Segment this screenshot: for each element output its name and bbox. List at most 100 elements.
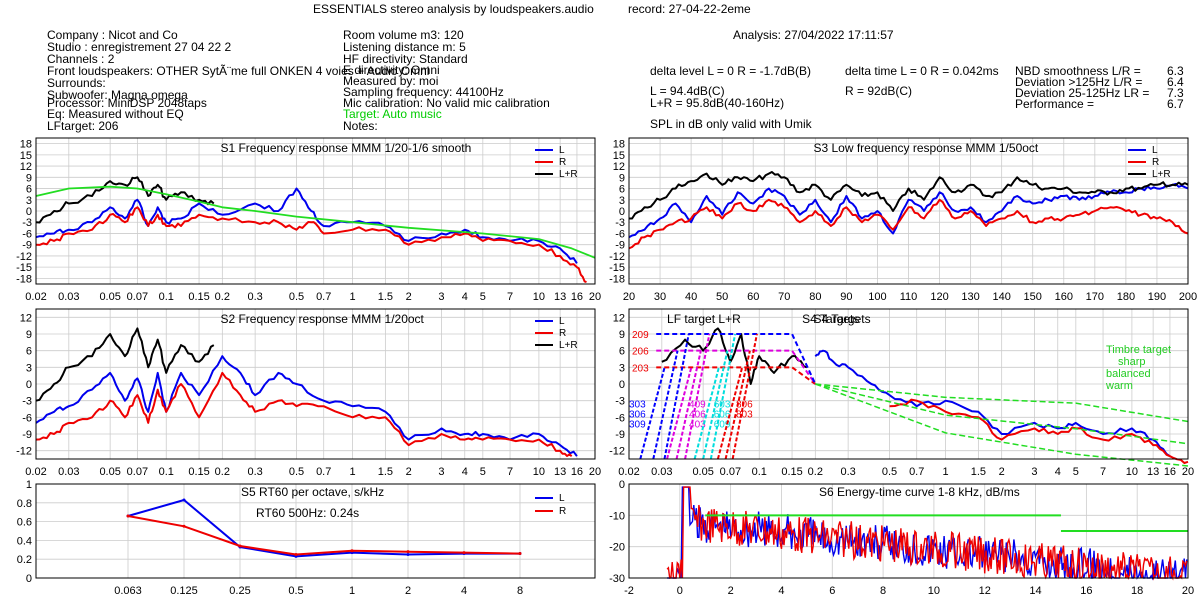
y-tick-label: 18 [20, 139, 32, 151]
x-tick-label: 2 [406, 291, 412, 303]
legend-label: L [559, 493, 565, 504]
lf-target-line [656, 349, 817, 385]
legend-label: L+R [559, 169, 578, 180]
data-point [406, 553, 410, 556]
x-tick-label: 6 [829, 585, 835, 597]
timbre-target-line [815, 383, 1189, 445]
record-label: record: 27-04-22-2eme [628, 2, 751, 16]
timbre-sharp-label: sharp [1118, 356, 1146, 368]
r-level: R = 92dB(C) [845, 84, 913, 98]
x-tick-label: 10 [533, 466, 545, 478]
y-tick-label: 6 [26, 184, 32, 196]
y-tick-label: 0.4 [17, 535, 32, 547]
spl-note: SPL in dB only valid with Umik [650, 117, 812, 131]
metric-performance-label: Performance = [1015, 97, 1095, 111]
target-code-label: 303 [629, 399, 646, 410]
x-tick-label: 50 [716, 291, 728, 303]
y-tick-label: -18 [16, 273, 32, 285]
x-tick-label: 5 [480, 466, 486, 478]
x-tick-label: 40 [685, 291, 697, 303]
x-tick-label: 1.5 [378, 466, 393, 478]
x-tick-label: 0.5 [882, 466, 897, 478]
x-tick-label: 1 [350, 466, 356, 478]
data-point [182, 524, 186, 528]
info-eq: Eq: Measured without EQ [47, 107, 184, 121]
y-tick-label: -10 [609, 510, 625, 522]
lf-target-slope [702, 350, 729, 460]
lf-target-slope [666, 367, 693, 460]
x-tick-label: 4 [778, 585, 784, 597]
target-code-label: 609 [714, 419, 731, 430]
y-tick-label: 15 [613, 150, 625, 162]
series-l-line [127, 498, 520, 558]
x-tick-label: 0.063 [114, 585, 142, 597]
y-tick-label: -3 [615, 217, 625, 229]
target-code-label: 806 [736, 399, 753, 410]
y-tick-label: 12 [613, 312, 625, 324]
y-tick-label: -15 [16, 262, 32, 274]
x-tick-label: 10 [533, 291, 545, 303]
x-tick-label: 160 [1055, 291, 1073, 303]
x-tick-label: 0.05 [692, 466, 713, 478]
y-tick-label: 0.8 [17, 498, 32, 510]
x-tick-label: 13 [554, 466, 566, 478]
x-tick-label: 0.02 [25, 291, 46, 303]
x-tick-label: 0.03 [58, 291, 79, 303]
series-lplusr-line [629, 171, 1189, 220]
x-tick-label: 16 [571, 466, 583, 478]
data-point [350, 549, 354, 553]
info-studio: Studio : enregistrement 27 04 22 2 [47, 40, 232, 54]
x-tick-label: 2 [728, 585, 734, 597]
s6-frame [628, 483, 1189, 579]
x-tick-label: 0.15 [188, 291, 209, 303]
y-tick-label: -30 [609, 573, 625, 585]
x-tick-label: 0.1 [159, 291, 174, 303]
y-tick-label: -9 [22, 429, 32, 441]
x-tick-label: 7 [507, 291, 513, 303]
target-code-label: 803 [736, 409, 753, 420]
y-tick-label: -3 [22, 396, 32, 408]
analysis-date: Analysis: 27/04/2022 17:11:57 [733, 28, 894, 42]
y-tick-label: 0 [26, 206, 32, 218]
x-tick-label: 0.15 [781, 466, 802, 478]
legend-label: R [1152, 157, 1159, 168]
legend-label: R [559, 157, 566, 168]
rt60-annotation: RT60 500Hz: 0.24s [256, 506, 359, 520]
x-tick-label: 0.15 [188, 466, 209, 478]
y-tick-label: -6 [615, 228, 625, 240]
x-tick-label: 170 [1086, 291, 1104, 303]
x-tick-label: 2 [405, 585, 411, 597]
target-code-label: 606 [714, 409, 731, 420]
y-tick-label: -12 [609, 251, 625, 263]
s1-frame [35, 137, 596, 285]
x-tick-label: 180 [1117, 291, 1135, 303]
info-target: Target: Auto music [343, 107, 442, 121]
metric-dev-lf-value: 7.3 [1167, 86, 1184, 100]
info-company: Company : Nicot and Co [47, 28, 178, 42]
info-room-volume: Room volume m3: 120 [343, 28, 464, 42]
target-code-label: 406 [689, 409, 706, 420]
lf-target-slope [716, 367, 744, 460]
x-tick-label: 0.07 [127, 466, 148, 478]
x-tick-label: 5 [1073, 466, 1079, 478]
x-tick-label: 0 [677, 585, 683, 597]
y-tick-label: -12 [16, 251, 32, 263]
delta-time: delta time L = 0 R = 0.042ms [845, 64, 999, 78]
y-tick-label: 3 [619, 195, 625, 207]
info-channels: Channels : 2 [47, 52, 115, 66]
target-code-label: 403 [689, 419, 706, 430]
series-l-line [628, 182, 1189, 239]
x-tick-label: 5 [480, 291, 486, 303]
lf-target-label: LF target L+R [667, 312, 741, 326]
series-l-line [35, 355, 578, 457]
y-tick-label: -3 [615, 396, 625, 408]
report-title: ESSENTIALS stereo analysis by loudspeake… [313, 2, 594, 16]
y-tick-label: -9 [615, 240, 625, 252]
etc-series-r-line [666, 486, 1188, 581]
x-tick-label: 0.03 [651, 466, 672, 478]
series-r-line [889, 398, 1189, 464]
info-measured-by: Measured by: moi [343, 74, 439, 88]
chart-title: S6 Energy-time curve 1-8 kHz, dB/ms [819, 485, 1020, 499]
x-tick-label: 0.3 [840, 466, 855, 478]
lf-target-slope [663, 333, 690, 460]
